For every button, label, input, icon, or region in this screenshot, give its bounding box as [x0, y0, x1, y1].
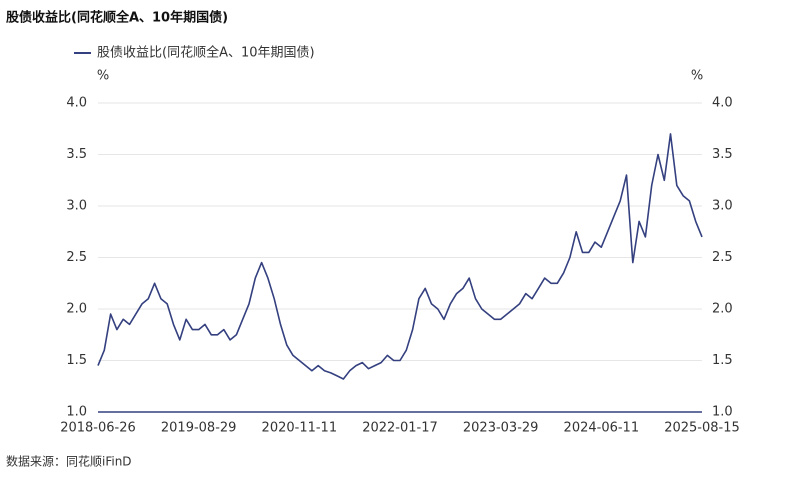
y-tick-label: 4.0 [66, 96, 87, 111]
x-tick-label: 2018-06-26 [60, 421, 136, 436]
y-unit: % [97, 69, 109, 84]
y-tick-label: 3.5 [66, 147, 87, 162]
legend-label: 股债收益比(同花顺全A、10年期国债) [97, 45, 315, 61]
y2-tick-label: 2.0 [712, 302, 733, 317]
x-tick-label: 2019-08-29 [161, 421, 237, 436]
y-tick-label: 2.0 [66, 302, 87, 317]
x-tick-label: 2023-03-29 [463, 421, 539, 436]
y-tick-label: 1.0 [66, 405, 87, 420]
y2-tick-label: 1.0 [712, 405, 733, 420]
y-tick-label: 2.5 [66, 250, 87, 265]
y2-tick-label: 3.0 [712, 199, 733, 214]
x-tick-label: 2020-11-11 [262, 421, 338, 436]
y2-tick-label: 3.5 [712, 147, 733, 162]
x-tick-label: 2024-06-11 [564, 421, 640, 436]
source-note: 数据来源：同花顺iFinD [6, 454, 132, 469]
y2-unit: % [691, 69, 703, 84]
y-tick-label: 1.5 [66, 353, 87, 368]
x-tick-label: 2025-08-15 [664, 421, 740, 436]
y-tick-label: 3.0 [66, 199, 87, 214]
chart-title: 股债收益比(同花顺全A、10年期国债) [6, 10, 228, 26]
x-tick-label: 2022-01-17 [362, 421, 438, 436]
series-line [97, 133, 703, 380]
y2-tick-label: 4.0 [712, 96, 733, 111]
y2-tick-label: 1.5 [712, 353, 733, 368]
y2-tick-label: 2.5 [712, 250, 733, 265]
